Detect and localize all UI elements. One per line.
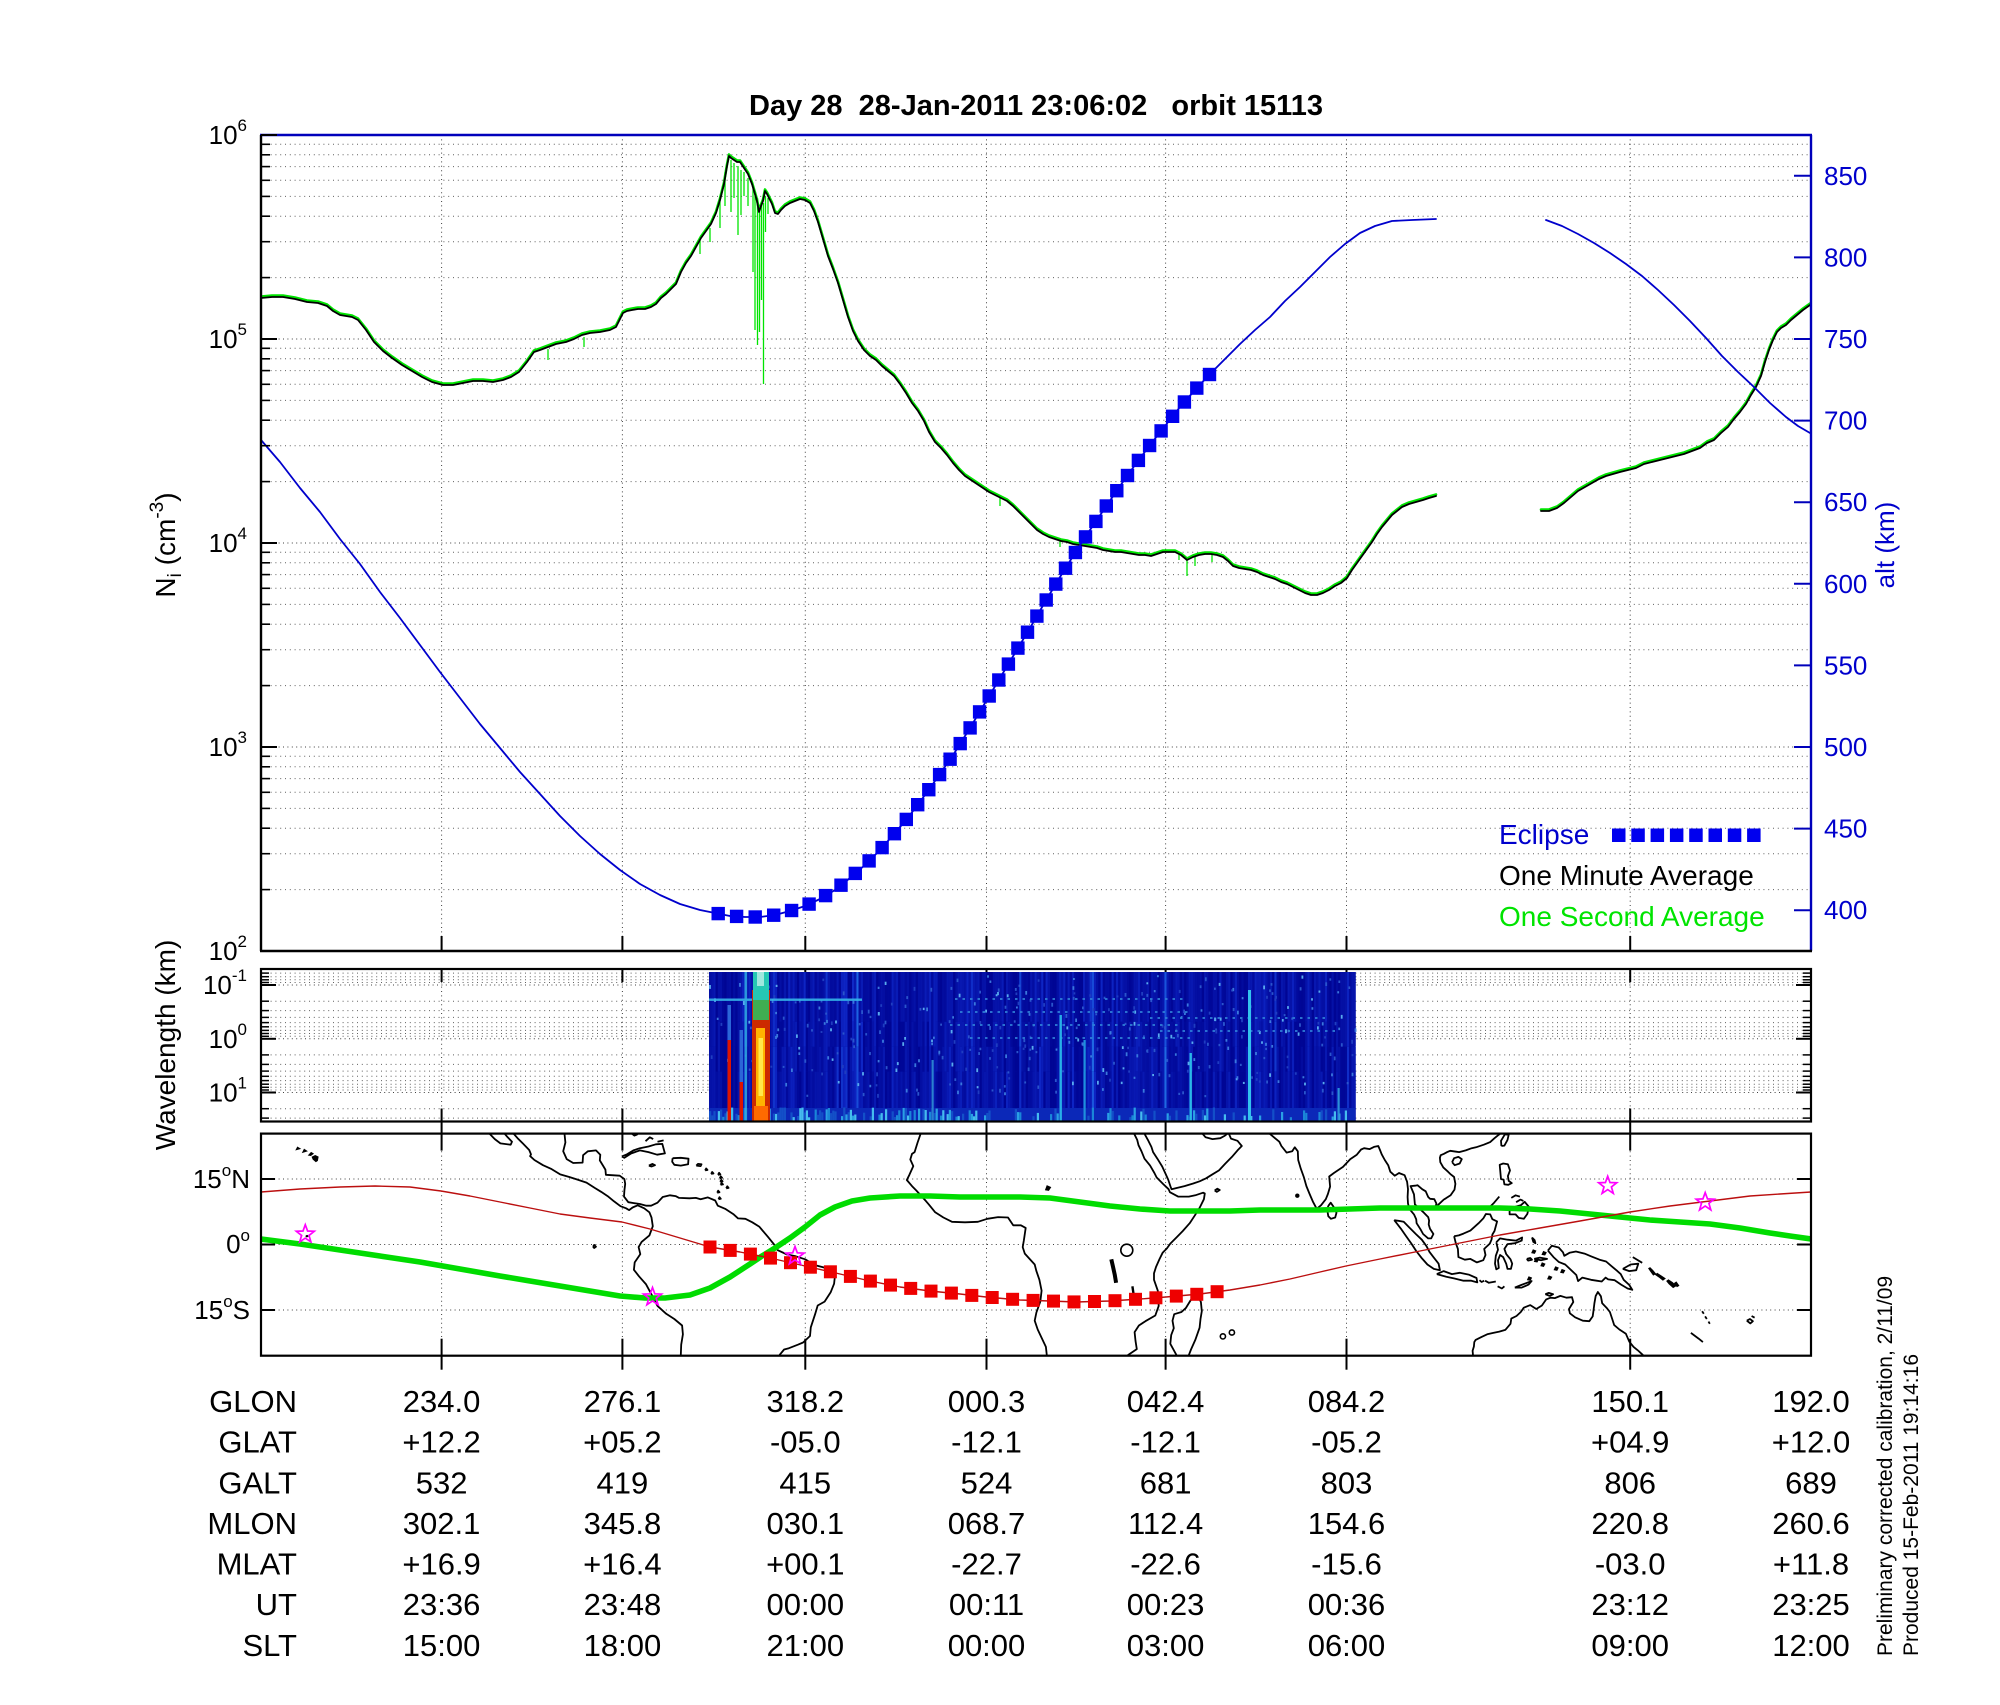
svg-text:106: 106 <box>209 116 247 150</box>
svg-text:+00.1: +00.1 <box>766 1547 844 1582</box>
svg-text:084.2: 084.2 <box>1308 1384 1386 1419</box>
svg-text:532: 532 <box>416 1465 468 1500</box>
svg-text:102: 102 <box>209 932 247 966</box>
svg-text:150.1: 150.1 <box>1591 1384 1669 1419</box>
svg-text:154.6: 154.6 <box>1308 1506 1386 1541</box>
svg-text:MLAT: MLAT <box>217 1547 297 1582</box>
svg-text:GLAT: GLAT <box>218 1425 297 1460</box>
svg-text:23:48: 23:48 <box>584 1587 662 1622</box>
svg-text:100: 100 <box>209 1020 247 1054</box>
svg-text:689: 689 <box>1785 1465 1837 1500</box>
svg-text:650: 650 <box>1824 487 1867 517</box>
svg-text:GALT: GALT <box>218 1465 297 1500</box>
svg-text:23:25: 23:25 <box>1772 1587 1850 1622</box>
svg-text:+16.4: +16.4 <box>583 1547 661 1582</box>
svg-text:10-1: 10-1 <box>203 966 247 1000</box>
svg-text:103: 103 <box>209 728 247 762</box>
svg-text:Day 28 28-Jan-2011 23:06:02: Day 28 28-Jan-2011 23:06:02 orbit 15113 <box>749 90 1323 122</box>
svg-text:15:00: 15:00 <box>403 1628 481 1663</box>
svg-text:UT: UT <box>256 1587 297 1622</box>
svg-text:Wavelength (km): Wavelength (km) <box>150 940 181 1151</box>
svg-text:550: 550 <box>1824 650 1867 680</box>
svg-text:One Second Average: One Second Average <box>1499 901 1765 932</box>
svg-text:-12.1: -12.1 <box>1130 1425 1201 1460</box>
svg-text:681: 681 <box>1140 1465 1192 1500</box>
svg-text:MLON: MLON <box>207 1506 297 1541</box>
svg-text:750: 750 <box>1824 324 1867 354</box>
svg-text:One Minute Average: One Minute Average <box>1499 860 1754 891</box>
svg-text:15oN: 15oN <box>193 1161 250 1194</box>
svg-text:SLT: SLT <box>242 1628 297 1663</box>
svg-text:803: 803 <box>1321 1465 1373 1500</box>
svg-text:-22.6: -22.6 <box>1130 1547 1201 1582</box>
svg-text:alt (km): alt (km) <box>1870 502 1900 589</box>
svg-text:000.3: 000.3 <box>948 1384 1026 1419</box>
svg-text:192.0: 192.0 <box>1772 1384 1850 1419</box>
svg-text:23:36: 23:36 <box>403 1587 481 1622</box>
svg-text:104: 104 <box>209 524 247 558</box>
svg-text:+12.2: +12.2 <box>402 1425 480 1460</box>
svg-text:-05.2: -05.2 <box>1311 1425 1382 1460</box>
svg-text:419: 419 <box>597 1465 649 1500</box>
svg-text:-03.0: -03.0 <box>1595 1547 1666 1582</box>
svg-text:06:00: 06:00 <box>1308 1628 1386 1663</box>
svg-text:-15.6: -15.6 <box>1311 1547 1382 1582</box>
svg-text:GLON: GLON <box>209 1384 297 1419</box>
svg-text:Eclipse: Eclipse <box>1499 819 1589 850</box>
svg-text:800: 800 <box>1824 242 1867 272</box>
svg-text:Preliminary corrected calibrat: Preliminary corrected calibration, 2/11/… <box>1874 1276 1897 1656</box>
svg-text:15oS: 15oS <box>194 1292 250 1325</box>
svg-text:+12.0: +12.0 <box>1772 1425 1850 1460</box>
svg-text:+04.9: +04.9 <box>1591 1425 1669 1460</box>
svg-text:700: 700 <box>1824 406 1867 436</box>
svg-text:00:11: 00:11 <box>949 1587 1024 1622</box>
svg-text:Produced 15-Feb-2011 19:14:16: Produced 15-Feb-2011 19:14:16 <box>1900 1354 1923 1656</box>
svg-text:09:00: 09:00 <box>1591 1628 1669 1663</box>
svg-text:105: 105 <box>209 320 247 354</box>
svg-text:00:00: 00:00 <box>948 1628 1026 1663</box>
svg-text:450: 450 <box>1824 814 1867 844</box>
svg-text:00:00: 00:00 <box>767 1587 845 1622</box>
svg-text:12:00: 12:00 <box>1772 1628 1850 1663</box>
svg-text:03:00: 03:00 <box>1127 1628 1205 1663</box>
svg-text:850: 850 <box>1824 161 1867 191</box>
svg-text:524: 524 <box>961 1465 1013 1500</box>
svg-text:345.8: 345.8 <box>584 1506 662 1541</box>
svg-text:030.1: 030.1 <box>767 1506 845 1541</box>
svg-text:00:36: 00:36 <box>1308 1587 1386 1622</box>
svg-text:+11.8: +11.8 <box>1773 1547 1849 1582</box>
svg-text:068.7: 068.7 <box>948 1506 1026 1541</box>
svg-text:260.6: 260.6 <box>1772 1506 1850 1541</box>
svg-text:00:23: 00:23 <box>1127 1587 1205 1622</box>
svg-text:400: 400 <box>1824 895 1867 925</box>
svg-text:-12.1: -12.1 <box>951 1425 1022 1460</box>
svg-text:-05.0: -05.0 <box>770 1425 841 1460</box>
svg-text:101: 101 <box>209 1074 247 1108</box>
svg-text:23:12: 23:12 <box>1591 1587 1669 1622</box>
svg-text:220.8: 220.8 <box>1591 1506 1669 1541</box>
svg-text:500: 500 <box>1824 732 1867 762</box>
svg-text:112.4: 112.4 <box>1128 1506 1203 1541</box>
svg-text:318.2: 318.2 <box>767 1384 845 1419</box>
svg-text:276.1: 276.1 <box>584 1384 662 1419</box>
svg-text:302.1: 302.1 <box>403 1506 481 1541</box>
svg-text:234.0: 234.0 <box>403 1384 481 1419</box>
svg-text:042.4: 042.4 <box>1127 1384 1205 1419</box>
svg-text:806: 806 <box>1604 1465 1656 1500</box>
svg-text:21:00: 21:00 <box>767 1628 845 1663</box>
svg-text:+16.9: +16.9 <box>402 1547 480 1582</box>
svg-text:+05.2: +05.2 <box>583 1425 661 1460</box>
svg-text:600: 600 <box>1824 569 1867 599</box>
svg-text:-22.7: -22.7 <box>951 1547 1022 1582</box>
svg-text:18:00: 18:00 <box>584 1628 662 1663</box>
svg-text:415: 415 <box>779 1465 831 1500</box>
